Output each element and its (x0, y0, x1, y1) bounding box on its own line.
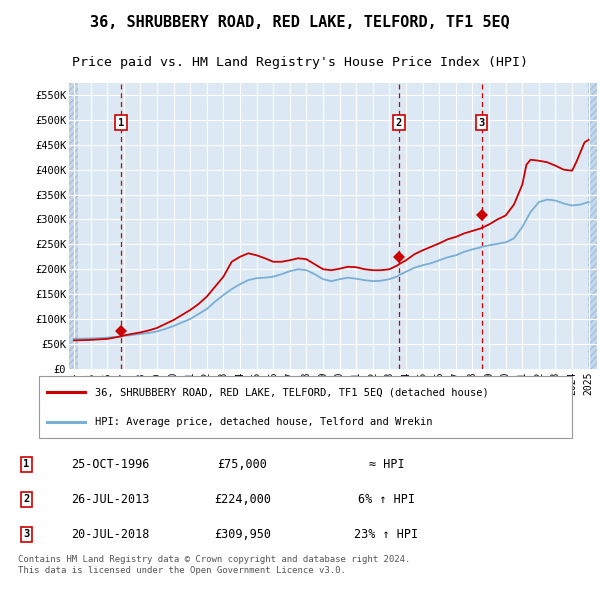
Text: 1: 1 (118, 117, 124, 127)
Text: 26-JUL-2013: 26-JUL-2013 (71, 493, 149, 506)
Text: 1: 1 (23, 460, 29, 469)
Text: 6% ↑ HPI: 6% ↑ HPI (358, 493, 415, 506)
Text: 36, SHRUBBERY ROAD, RED LAKE, TELFORD, TF1 5EQ: 36, SHRUBBERY ROAD, RED LAKE, TELFORD, T… (90, 15, 510, 30)
Text: Contains HM Land Registry data © Crown copyright and database right 2024.
This d: Contains HM Land Registry data © Crown c… (18, 555, 410, 575)
Text: 3: 3 (478, 117, 485, 127)
Bar (588, 83, 597, 369)
Text: 20-JUL-2018: 20-JUL-2018 (71, 527, 149, 540)
Text: HPI: Average price, detached house, Telford and Wrekin: HPI: Average price, detached house, Telf… (95, 417, 433, 427)
Text: £224,000: £224,000 (214, 493, 271, 506)
Text: £309,950: £309,950 (214, 527, 271, 540)
Text: 25-OCT-1996: 25-OCT-1996 (71, 458, 149, 471)
Text: Price paid vs. HM Land Registry's House Price Index (HPI): Price paid vs. HM Land Registry's House … (72, 56, 528, 69)
Text: 23% ↑ HPI: 23% ↑ HPI (355, 527, 418, 540)
FancyBboxPatch shape (39, 376, 572, 438)
Bar (69, 83, 78, 369)
Text: £75,000: £75,000 (217, 458, 268, 471)
Text: 3: 3 (23, 529, 29, 539)
Text: 2: 2 (23, 494, 29, 504)
Text: 2: 2 (396, 117, 402, 127)
Text: ≈ HPI: ≈ HPI (368, 458, 404, 471)
Text: 36, SHRUBBERY ROAD, RED LAKE, TELFORD, TF1 5EQ (detached house): 36, SHRUBBERY ROAD, RED LAKE, TELFORD, T… (95, 387, 489, 397)
